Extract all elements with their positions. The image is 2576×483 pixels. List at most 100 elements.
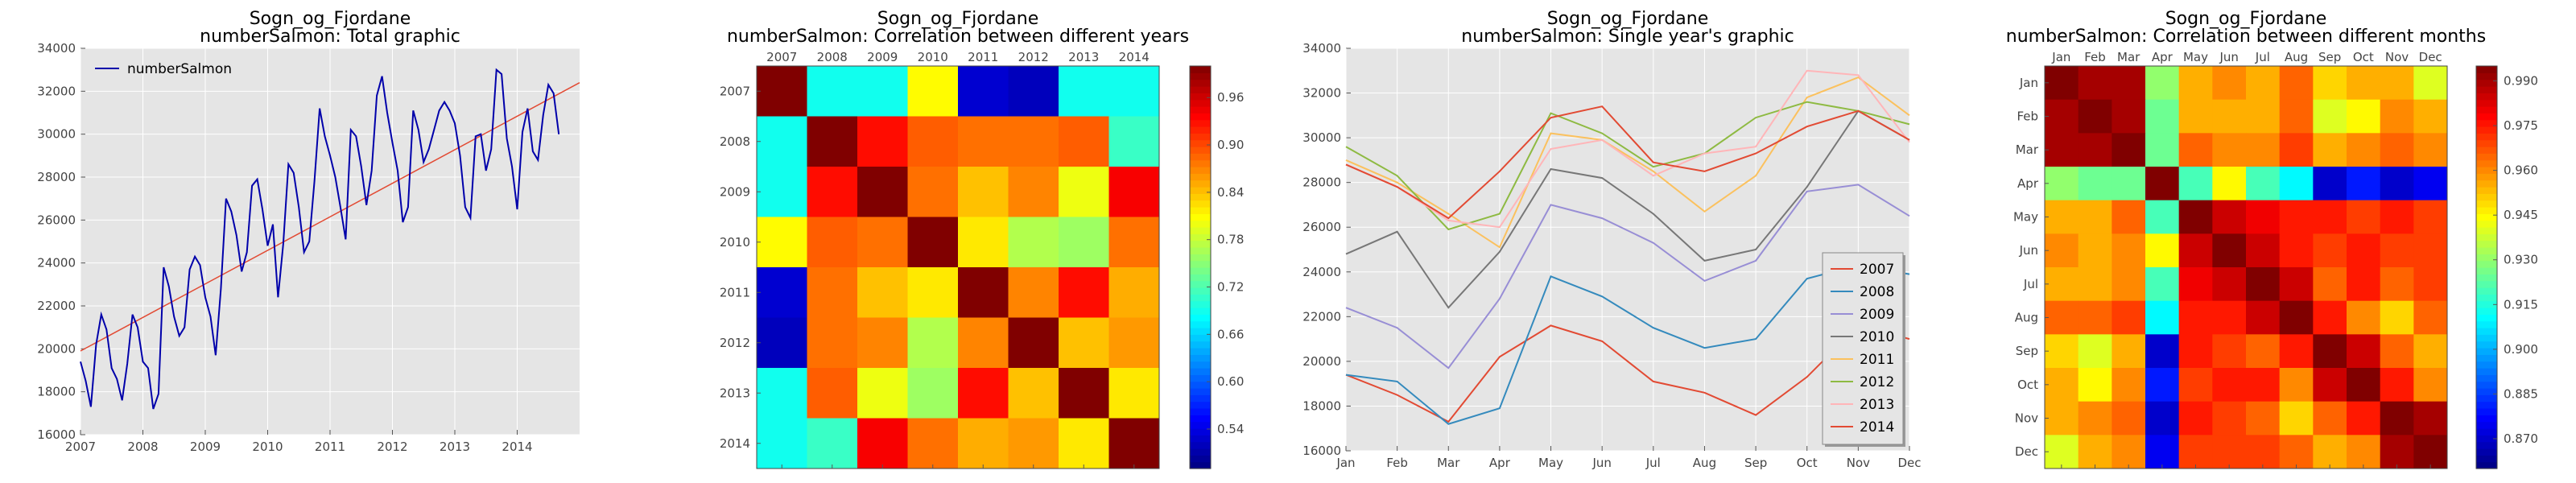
chart4-cell bbox=[2078, 99, 2112, 134]
chart4-y-tick-label: Oct bbox=[2017, 378, 2038, 392]
chart4-cell bbox=[2045, 233, 2079, 268]
chart4-cell bbox=[2380, 267, 2414, 302]
chart4-colorbar-step bbox=[2476, 334, 2497, 342]
chart2-colorbar-step bbox=[1190, 153, 1211, 161]
chart1-subtitle: numberSalmon: Total graphic bbox=[200, 27, 460, 47]
chart2-cell bbox=[757, 66, 807, 117]
chart4-cell bbox=[2347, 167, 2381, 201]
chart2-colorbar-step bbox=[1190, 72, 1211, 80]
chart2-colorbar-step bbox=[1190, 280, 1211, 288]
chart4-cell bbox=[2313, 401, 2347, 436]
chart2-cell bbox=[807, 418, 858, 469]
chart4-cell bbox=[2413, 133, 2448, 167]
chart2-frame bbox=[756, 65, 1160, 469]
chart2-x-tick-label: 2009 bbox=[867, 50, 898, 64]
chart4-cell bbox=[2313, 167, 2347, 201]
chart2-cell bbox=[1108, 368, 1160, 419]
chart3-y-tick-label: 20000 bbox=[1302, 354, 1341, 369]
chart4-cell bbox=[2380, 233, 2414, 268]
chart4-colorbar-step bbox=[2476, 408, 2497, 415]
chart4-cell bbox=[2279, 66, 2314, 101]
chart4-y-tick-label: Jan bbox=[2019, 76, 2038, 90]
chart4-colorbar-step bbox=[2476, 207, 2497, 214]
chart2-x-tick-label: 2014 bbox=[1119, 50, 1150, 64]
chart2-cell bbox=[757, 368, 807, 419]
chart4-colorbar-step bbox=[2476, 320, 2497, 328]
chart4-colorbar-label: 0.900 bbox=[2504, 342, 2538, 357]
chart2-cell bbox=[907, 66, 959, 117]
chart4-cell bbox=[2112, 401, 2146, 436]
chart3-x-tick-label: Oct bbox=[1797, 456, 1818, 470]
chart2-colorbar-step bbox=[1190, 233, 1211, 242]
chart1-x-tick-label: 2010 bbox=[252, 440, 283, 454]
chart4-cell bbox=[2178, 133, 2213, 167]
chart3-y-tick-label: 28000 bbox=[1302, 175, 1341, 190]
chart2-cell bbox=[807, 167, 858, 217]
chart4-cell bbox=[2347, 66, 2381, 101]
chart3-y-tick-label: 26000 bbox=[1302, 220, 1341, 234]
chart4-colorbar-step bbox=[2476, 79, 2497, 87]
chart4-colorbar-step bbox=[2476, 233, 2497, 242]
chart2-colorbar-label: 0.90 bbox=[1217, 138, 1244, 152]
chart2-colorbar-step bbox=[1190, 119, 1211, 127]
chart4-cell bbox=[2313, 233, 2347, 268]
chart2-colorbar-step bbox=[1190, 421, 1211, 429]
chart4-colorbar-step bbox=[2476, 159, 2497, 167]
chart4-cell bbox=[2178, 368, 2213, 402]
chart3-y-tick-label: 18000 bbox=[1302, 398, 1341, 413]
chart2-colorbar-step bbox=[1190, 401, 1211, 409]
chart4-colorbar-step bbox=[2476, 294, 2497, 302]
chart2-colorbar-step bbox=[1190, 300, 1211, 308]
chart2-colorbar-step bbox=[1190, 187, 1211, 194]
chart4-colorbar-step bbox=[2476, 147, 2497, 154]
chart4-cell bbox=[2145, 334, 2180, 369]
chart4-cell bbox=[2045, 334, 2079, 369]
chart2-x-tick-label: 2011 bbox=[968, 50, 998, 64]
chart4-cell bbox=[2212, 233, 2247, 268]
chart4-cell bbox=[2178, 334, 2213, 369]
chart4-colorbar-step bbox=[2476, 461, 2497, 469]
chart4-cell bbox=[2112, 133, 2146, 167]
chart4-cell bbox=[2145, 99, 2180, 134]
chart4-colorbar-step bbox=[2476, 72, 2497, 80]
chart1-x-tick-label: 2013 bbox=[440, 440, 470, 454]
chart4-colorbar-step bbox=[2476, 227, 2497, 234]
chart3-legend-label: 2009 bbox=[1860, 307, 1894, 323]
chart2-y-tick-label: 2008 bbox=[720, 134, 750, 149]
chart2-colorbar-step bbox=[1190, 167, 1211, 174]
chart4-colorbar-step bbox=[2476, 126, 2497, 134]
chart4-cell bbox=[2413, 368, 2448, 402]
chart2-colorbar-step bbox=[1190, 348, 1211, 355]
chart2-y-tick-label: 2009 bbox=[720, 184, 750, 199]
chart4-cell bbox=[2212, 167, 2247, 201]
chart4-x-tick-label: Sep bbox=[2318, 50, 2341, 64]
chart2-cell bbox=[857, 368, 908, 419]
chart2-y-tick-label: 2007 bbox=[720, 84, 750, 98]
chart4-cell bbox=[2078, 334, 2112, 369]
chart4-colorbar-label: 0.930 bbox=[2504, 253, 2538, 267]
chart2-cell bbox=[1008, 66, 1059, 117]
chart2-cell bbox=[857, 66, 908, 117]
chart2-colorbar-step bbox=[1190, 328, 1211, 335]
chart4-colorbar-step bbox=[2476, 314, 2497, 322]
chart4-cell bbox=[2380, 133, 2414, 167]
chart4-cell bbox=[2045, 267, 2079, 302]
chart2-cell bbox=[958, 317, 1009, 369]
chart4-cell bbox=[2279, 99, 2314, 134]
chart2-cell bbox=[1108, 267, 1160, 318]
chart4-x-tick-label: Feb bbox=[2084, 50, 2106, 64]
chart4-colorbar-step bbox=[2476, 381, 2497, 389]
chart4-y-tick-label: Dec bbox=[2015, 444, 2038, 459]
chart2-colorbar-step bbox=[1190, 354, 1211, 362]
chart4-colorbar-step bbox=[2476, 300, 2497, 308]
chart4-cell bbox=[2347, 99, 2381, 134]
chart2-x-tick-label: 2008 bbox=[817, 50, 848, 64]
chart4-colorbar-step bbox=[2476, 139, 2497, 147]
chart4-cell bbox=[2212, 334, 2247, 369]
chart2-colorbar-step bbox=[1190, 193, 1211, 201]
chart2-colorbar-step bbox=[1190, 361, 1211, 369]
chart4-colorbar-step bbox=[2476, 180, 2497, 188]
chart4-cell bbox=[2347, 267, 2381, 302]
chart2-colorbar-step bbox=[1190, 86, 1211, 93]
chart4-cell bbox=[2045, 133, 2079, 167]
